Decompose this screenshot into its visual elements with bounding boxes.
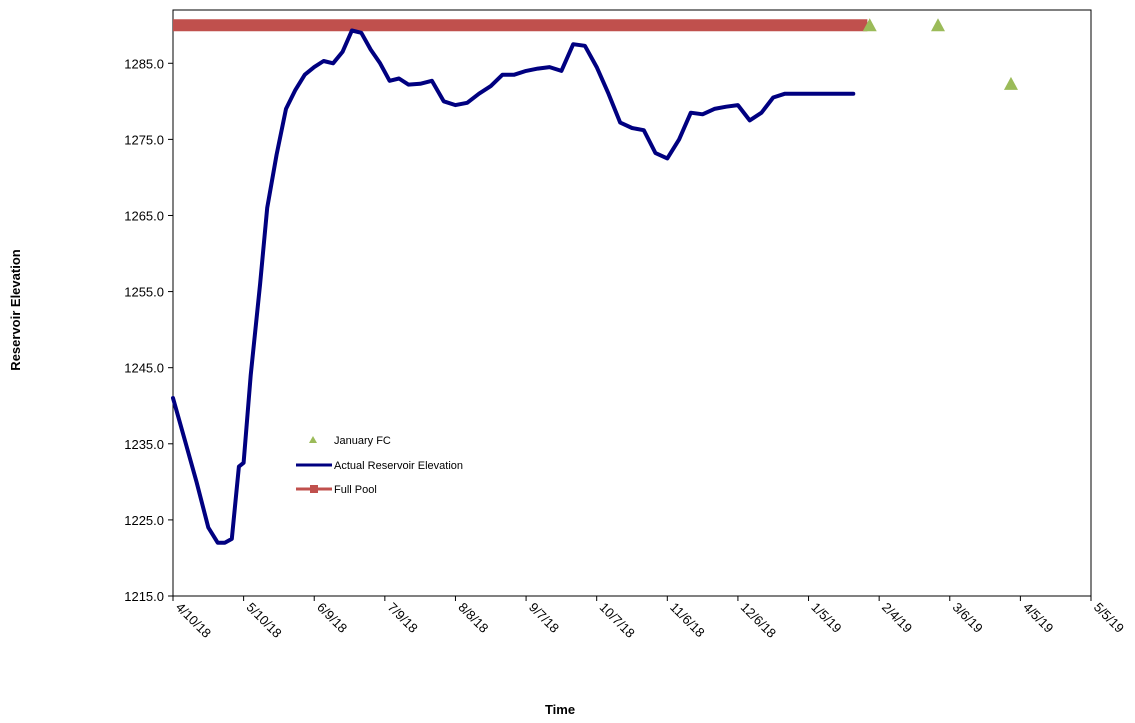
x-axis: 4/10/18 5/10/18 6/9/18 7/9/18 8/8/18 9/7/18 10… <box>172 596 1127 641</box>
legend-label: Full Pool <box>334 484 377 496</box>
legend-label: January FC <box>334 435 391 447</box>
x-tick-label: 6/9/18 <box>314 600 350 636</box>
legend-label: Actual Reservoir Elevation <box>334 460 463 472</box>
y-tick-label: 1215.0 <box>124 589 164 604</box>
actual-elevation-line <box>171 28 856 545</box>
x-tick-label: 1/5/19 <box>808 600 844 636</box>
x-tick-label: 2/4/19 <box>879 600 915 636</box>
x-tick-label: 5/10/18 <box>243 600 284 641</box>
x-tick-label: 10/7/18 <box>597 600 638 641</box>
y-tick-label: 1285.0 <box>124 56 164 71</box>
x-tick-label: 11/6/18 <box>667 600 708 641</box>
x-tick-label: 4/5/19 <box>1020 600 1056 636</box>
legend-square-full-pool <box>310 485 318 493</box>
legend-marker-january-fc <box>309 436 317 443</box>
y-tick-label: 1255.0 <box>124 285 164 300</box>
x-tick-label: 4/10/18 <box>173 600 214 641</box>
y-tick-label: 1225.0 <box>124 513 164 528</box>
plot-border <box>172 9 1092 597</box>
january-fc-point <box>931 18 945 32</box>
x-tick-label: 8/8/18 <box>455 600 491 636</box>
y-tick-label: 1275.0 <box>124 132 164 147</box>
x-tick-label: 12/6/18 <box>738 600 779 641</box>
x-tick-label: 9/7/18 <box>526 600 562 636</box>
y-axis-title: Reservoir Elevation <box>8 249 23 370</box>
january-fc-point <box>862 18 877 32</box>
x-tick-label: 5/5/19 <box>1091 600 1127 636</box>
january-fc-point <box>1003 76 1018 90</box>
y-axis: 1215.0 1225.0 1235.0 1245.0 1255.0 1265.0 1275… <box>124 56 173 604</box>
plot-area <box>172 9 1092 597</box>
x-tick-label: 7/9/18 <box>385 600 421 636</box>
series-layer <box>171 18 1018 545</box>
legend: January FC Actual Reservoir Elevation Full… <box>296 435 463 496</box>
x-axis-title: Time <box>545 702 575 717</box>
y-tick-label: 1245.0 <box>124 361 164 376</box>
x-tick-label: 3/6/19 <box>950 600 986 636</box>
y-tick-label: 1265.0 <box>124 208 164 223</box>
y-tick-label: 1235.0 <box>124 437 164 452</box>
